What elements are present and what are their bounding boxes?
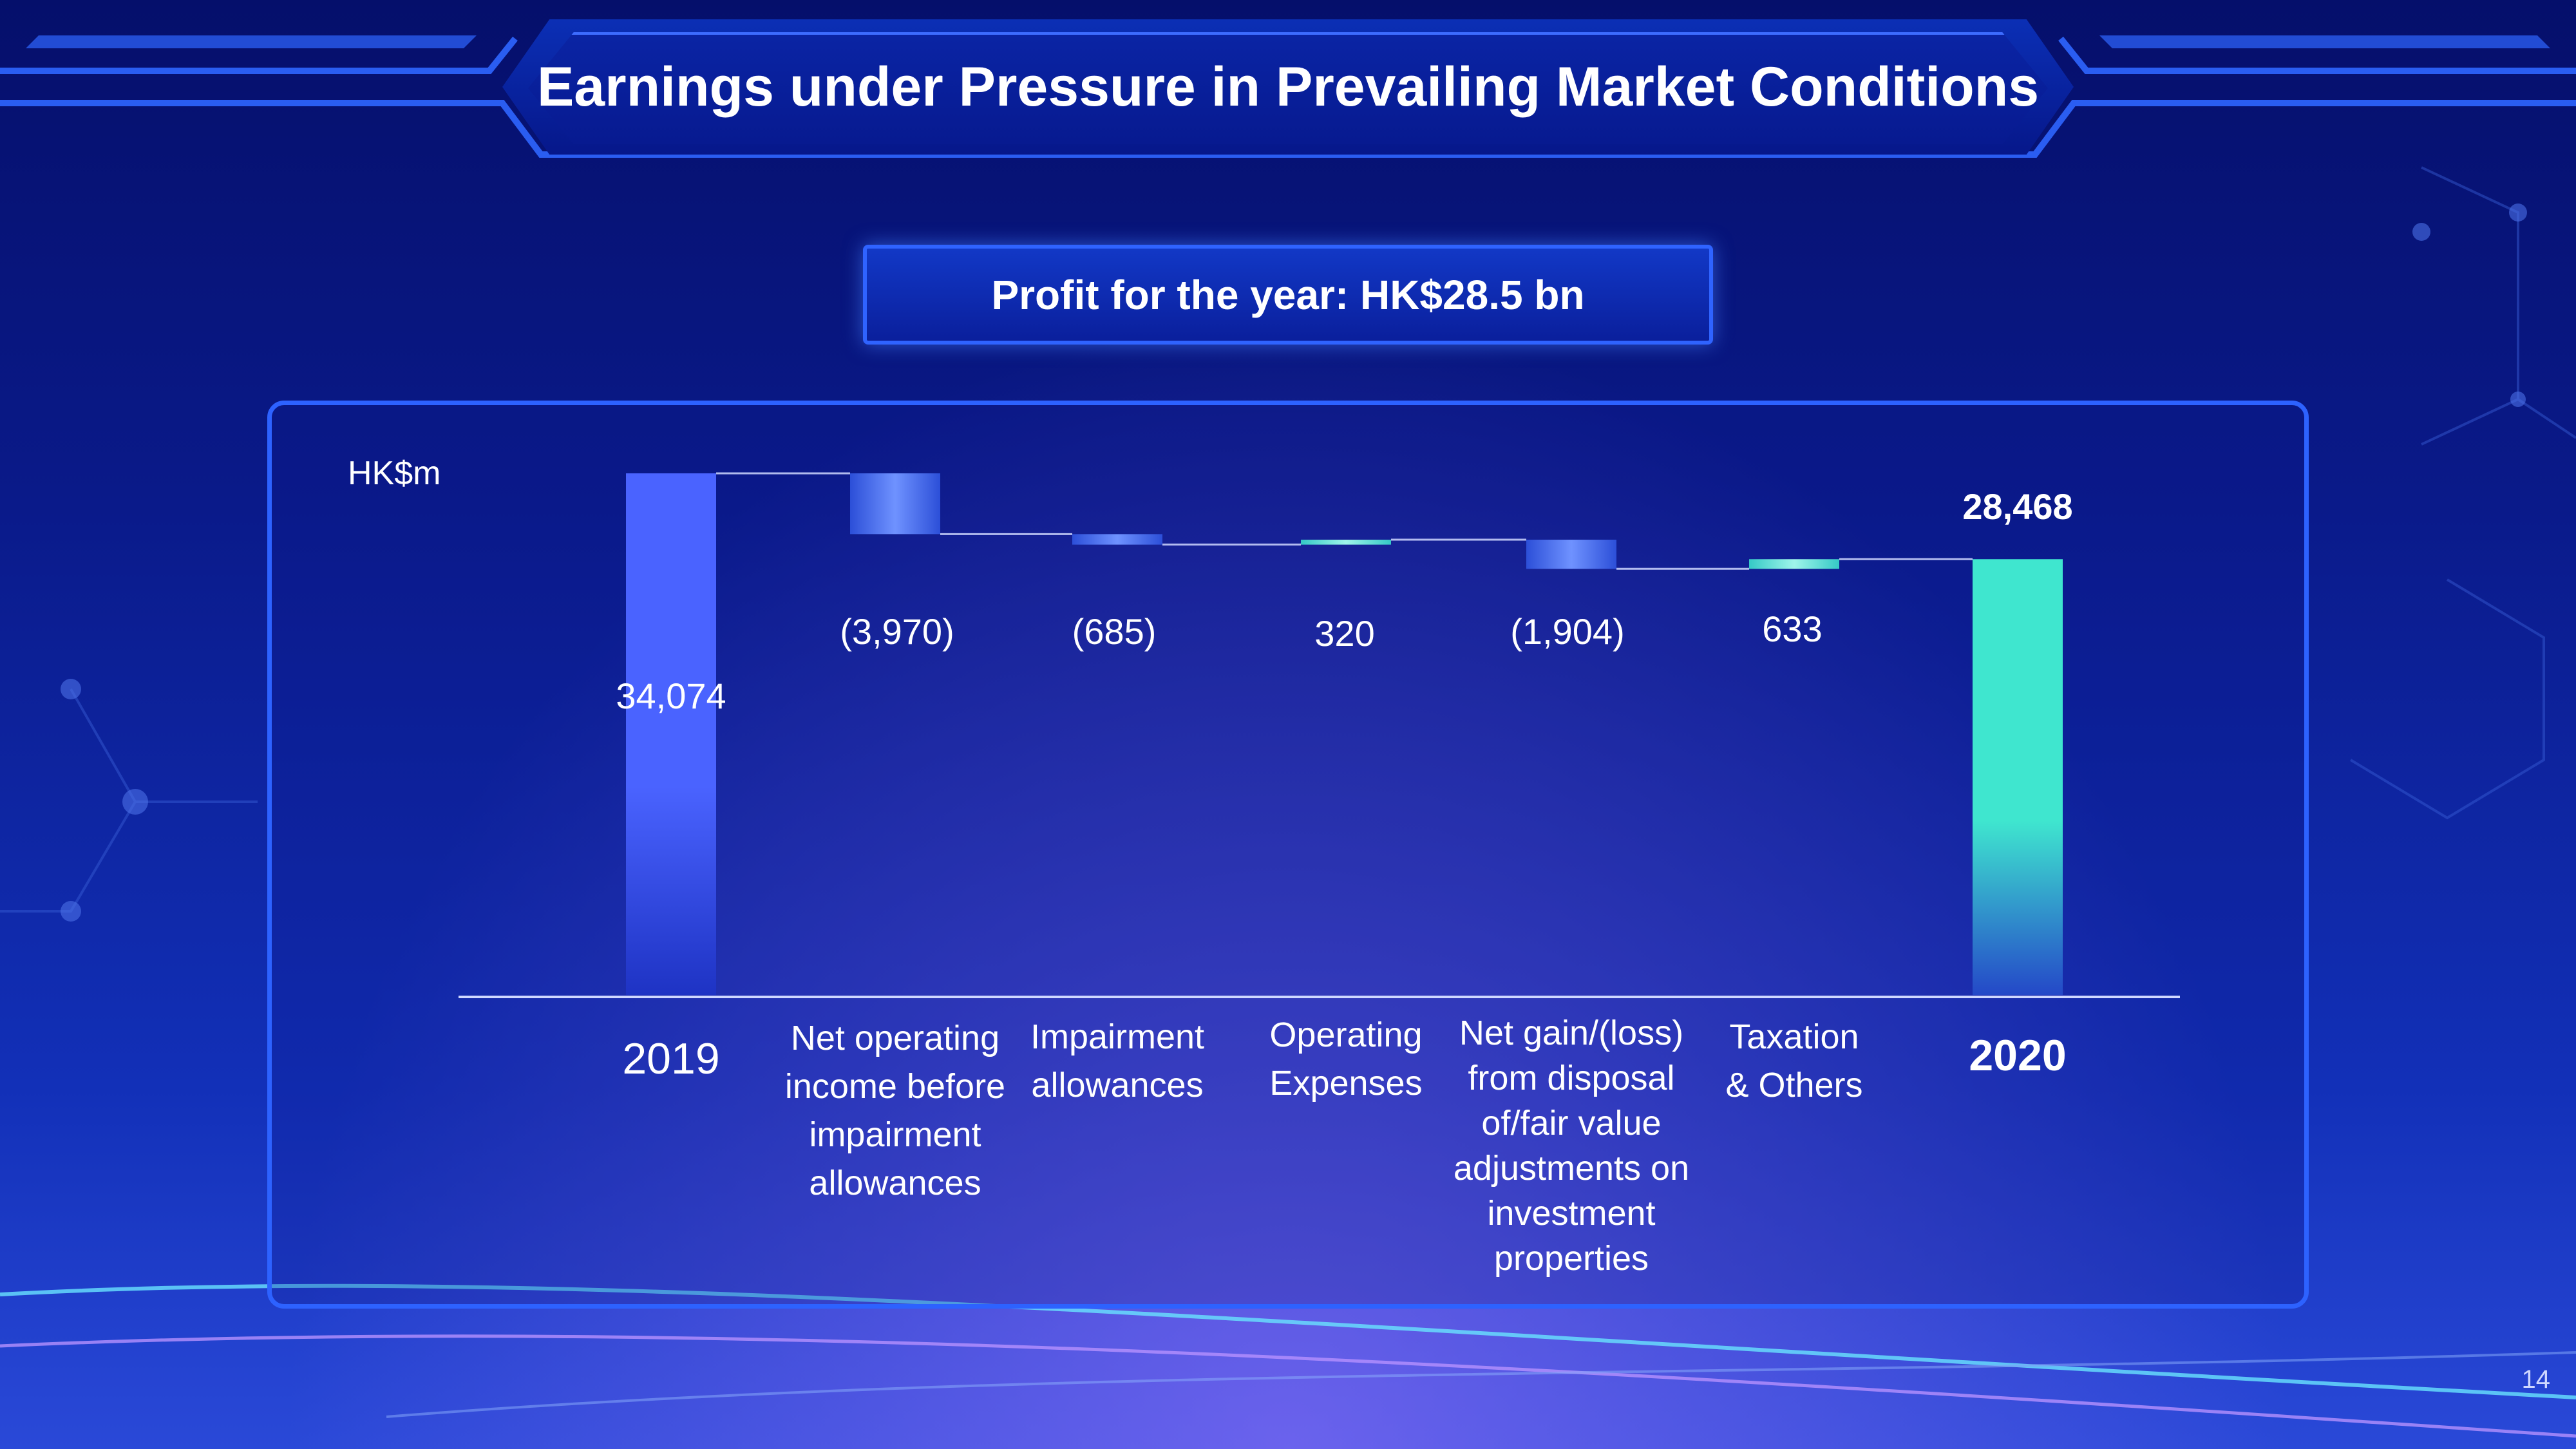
category-label: adjustments on — [1454, 1149, 1689, 1188]
category-label: Net operating — [791, 1019, 999, 1057]
category-label: from disposal — [1468, 1059, 1674, 1097]
category-label: Taxation — [1729, 1018, 1859, 1056]
category-label: impairment — [809, 1115, 981, 1154]
bar-decrease — [850, 473, 940, 535]
data-label: 320 — [1314, 613, 1374, 654]
category-label: allowances — [1031, 1066, 1203, 1104]
page-title: Earnings under Pressure in Prevailing Ma… — [536, 55, 2040, 118]
category-label: Impairment — [1030, 1018, 1204, 1056]
category-label: 2019 — [622, 1034, 719, 1083]
data-label: 34,074 — [616, 676, 726, 716]
data-label: (1,904) — [1510, 611, 1624, 652]
profit-summary-box: Profit for the year: HK$28.5 bn — [863, 245, 1713, 345]
category-label: Operating — [1269, 1016, 1422, 1054]
data-label: 28,468 — [1962, 486, 2072, 527]
category-label: Net gain/(loss) — [1459, 1014, 1683, 1052]
header-inner-band — [528, 32, 2048, 144]
bar-increase — [1301, 540, 1391, 545]
category-label: allowances — [809, 1164, 981, 1202]
data-label: (685) — [1072, 611, 1157, 652]
bar-total-2020 — [1973, 559, 2063, 995]
profit-summary-text: Profit for the year: HK$28.5 bn — [991, 271, 1585, 318]
unit-label: HK$m — [348, 455, 440, 492]
page-number: 14 — [2521, 1365, 2551, 1394]
chart-panel — [267, 401, 2309, 1309]
data-label: 633 — [1762, 609, 1822, 649]
bar-decrease — [1526, 540, 1616, 569]
bar-total-2019 — [626, 473, 716, 995]
category-label: 2020 — [1969, 1031, 2066, 1080]
category-label: properties — [1494, 1239, 1649, 1278]
category-label: income before — [785, 1067, 1005, 1106]
bar-decrease — [1072, 534, 1162, 545]
category-label: Expenses — [1269, 1064, 1422, 1103]
category-label: investment — [1487, 1194, 1655, 1233]
category-label: of/fair value — [1481, 1104, 1661, 1142]
category-label: & Others — [1725, 1066, 1862, 1104]
data-label: (3,970) — [840, 611, 954, 652]
bar-increase — [1749, 559, 1839, 569]
